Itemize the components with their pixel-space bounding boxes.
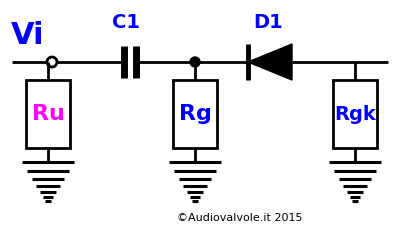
Circle shape: [190, 57, 200, 67]
Polygon shape: [248, 44, 292, 80]
Bar: [333, 80, 377, 148]
Text: C1: C1: [112, 12, 140, 32]
Text: Ru: Ru: [32, 104, 64, 124]
Text: Rg: Rg: [178, 104, 212, 124]
Bar: [26, 80, 70, 148]
Text: D1: D1: [253, 12, 283, 32]
Text: ©Audiovalvole.it 2015: ©Audiovalvole.it 2015: [177, 213, 303, 223]
Text: Rgk: Rgk: [334, 105, 376, 124]
Text: Vi: Vi: [11, 22, 45, 51]
Bar: [173, 80, 217, 148]
